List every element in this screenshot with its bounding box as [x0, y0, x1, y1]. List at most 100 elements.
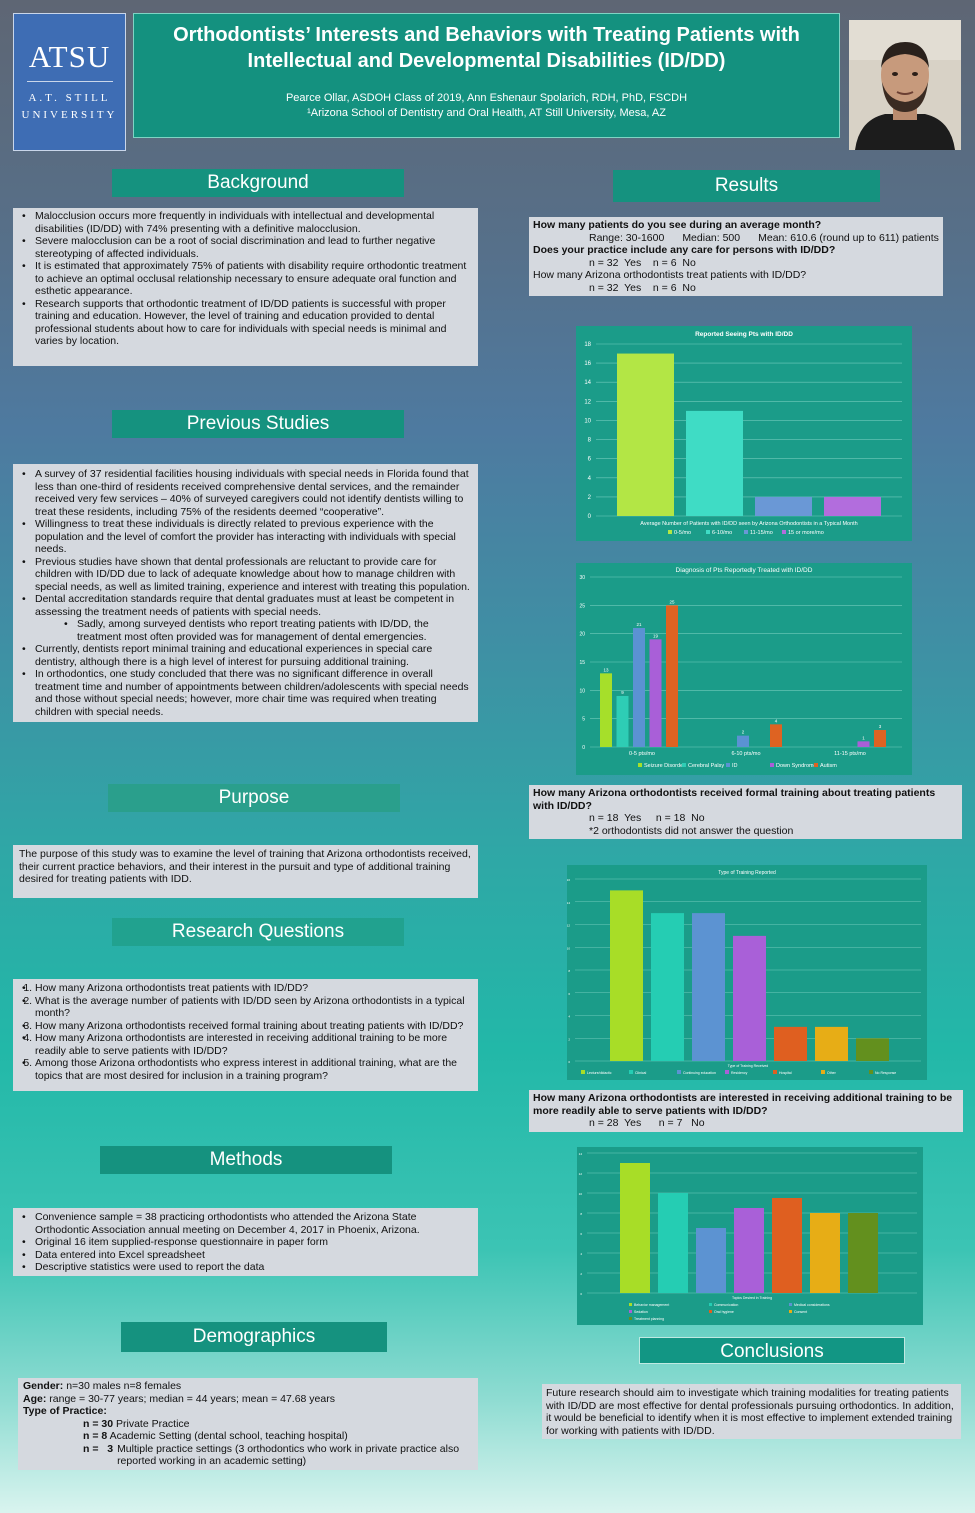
x-axis-label: Average Number of Patients with ID/DD se…	[640, 521, 857, 527]
practice-count: n = 3	[83, 1442, 114, 1455]
practice-type: Private Practice	[115, 1417, 190, 1430]
previous-bullet: Previous studies have shown that dental …	[22, 556, 472, 594]
legend-swatch	[629, 1310, 632, 1313]
y-tick-label: 15	[579, 660, 585, 666]
background-heading: Background	[112, 169, 404, 197]
gender-label: Gender:	[23, 1380, 64, 1392]
research-question: What is the average number of patients w…	[22, 995, 472, 1020]
chart-diagnosis: Diagnosis of Pts Reportedly Treated with…	[576, 563, 912, 775]
y-tick-label: 14	[579, 1152, 583, 1156]
y-tick-label: 5	[582, 717, 585, 723]
legend-label: Medical considerations	[794, 1303, 830, 1307]
chart-reported-seeing: Reported Seeing Pts with ID/DD 0 2 4 6 8 10 12 1…	[576, 326, 912, 541]
data-label: 2	[742, 730, 745, 735]
result-question: How many Arizona orthodontists are inter…	[533, 1092, 953, 1117]
legend-label: Behavior management	[634, 1303, 669, 1307]
legend-label: Seizure Disorder	[644, 763, 685, 769]
legend-label: No Response	[875, 1071, 896, 1075]
age-value: range = 30-77 years; median = 44 years; …	[49, 1392, 335, 1405]
bar	[651, 913, 684, 1061]
bar	[696, 1228, 726, 1293]
y-tick-label: 0	[582, 745, 585, 751]
background-list: Malocclusion occurs more frequently in i…	[19, 210, 472, 348]
chart-3-svg: Type of Training Reported 0 2 4 6 8 10 12 14 16 Ty…	[567, 870, 921, 1075]
practice-type-label: Type of Practice:	[23, 1405, 107, 1417]
result-question: How many patients do you see during an a…	[533, 219, 822, 231]
bar	[770, 724, 782, 747]
bar	[824, 496, 881, 516]
chart-topics-desired: 0 2 4 6 8 10 12 14 Topics Desired in Training Beh…	[577, 1147, 923, 1325]
previous-studies-list: A survey of 37 residential facilities ho…	[19, 468, 472, 718]
legend-label: Other	[827, 1071, 837, 1075]
practice-type: Multiple practice settings (3 orthodonti…	[117, 1442, 460, 1468]
data-label: 19	[653, 633, 659, 638]
previous-sub-bullet: Sadly, among surveyed dentists who repor…	[64, 618, 472, 643]
y-tick-label: 0	[588, 514, 592, 520]
methods-bullet: Descriptive statistics were used to repo…	[22, 1261, 472, 1274]
background-box: Malocclusion occurs more frequently in i…	[13, 208, 478, 366]
bar	[734, 1208, 764, 1293]
bar	[600, 673, 612, 747]
bar	[755, 496, 812, 516]
formal-training-box: How many Arizona orthodontists received …	[529, 785, 962, 839]
y-tick-label: 10	[579, 1192, 583, 1196]
bar	[686, 410, 743, 516]
legend-swatch	[581, 1070, 585, 1074]
legend-swatch	[789, 1303, 792, 1306]
logo-divider	[26, 81, 113, 82]
bar	[620, 1163, 650, 1293]
legend-swatch	[770, 763, 774, 767]
y-tick-label: 6	[568, 992, 570, 996]
bar	[772, 1198, 802, 1293]
y-tick-label: 6	[588, 457, 592, 463]
person-photo-icon	[849, 20, 961, 150]
logo-text: ATSU	[28, 39, 111, 74]
result-range: Range: 30-1600	[589, 231, 665, 244]
legend-label: 15 or more/mo	[788, 530, 824, 536]
results-summary-box: How many patients do you see during an a…	[529, 217, 943, 296]
y-tick-label: 8	[568, 969, 570, 973]
legend-label: ID	[732, 763, 738, 769]
legend-swatch	[821, 1070, 825, 1074]
additional-training-box: How many Arizona orthodontists are inter…	[529, 1090, 963, 1132]
legend-swatch	[668, 530, 672, 534]
legend-label: Sedation	[634, 1310, 648, 1314]
bar	[774, 1026, 807, 1061]
legend-swatch	[706, 530, 710, 534]
legend-label: Autism	[820, 763, 837, 769]
bar	[848, 1213, 878, 1293]
legend-swatch	[629, 1317, 632, 1320]
purpose-heading: Purpose	[108, 784, 400, 812]
bar	[649, 639, 662, 747]
chart-1-svg: Reported Seeing Pts with ID/DD 0 2 4 6 8 10 12 1…	[584, 331, 902, 536]
bar	[610, 890, 643, 1061]
legend-label: 11-15/mo	[750, 530, 773, 536]
previous-bullet: Dental accreditation standards require t…	[22, 593, 472, 618]
y-tick-label: 0	[580, 1292, 582, 1296]
y-tick-label: 10	[584, 418, 591, 424]
legend-swatch	[744, 530, 748, 534]
data-label: 3	[879, 724, 882, 729]
data-label: 1	[862, 735, 865, 740]
methods-list: Convenience sample = 38 practicing ortho…	[19, 1211, 472, 1274]
methods-bullet: Convenience sample = 38 practicing ortho…	[22, 1211, 472, 1236]
methods-heading: Methods	[100, 1146, 392, 1174]
purpose-text: The purpose of this study was to examine…	[19, 848, 471, 885]
result-note: *2 orthodontists did not answer the ques…	[589, 824, 794, 837]
legend-swatch	[709, 1303, 712, 1306]
y-tick-label: 12	[567, 924, 570, 928]
result-answer: n = 28 Yes n = 7 No	[589, 1117, 705, 1129]
bar	[737, 735, 749, 747]
y-tick-label: 14	[567, 901, 570, 905]
demographics-box: Gender: n=30 males n=8 females Age: rang…	[18, 1378, 478, 1470]
y-tick-label: 18	[584, 342, 591, 348]
y-tick-label: 25	[579, 603, 585, 609]
bar	[810, 1213, 840, 1293]
x-tick-label: 11-15 pts/mo	[834, 751, 866, 757]
bar	[856, 1038, 889, 1061]
conclusions-box: Future research should aim to investigat…	[542, 1384, 961, 1439]
legend-swatch	[638, 763, 642, 767]
conclusions-text: Future research should aim to investigat…	[546, 1387, 954, 1437]
previous-studies-box: A survey of 37 residential facilities ho…	[13, 464, 478, 722]
research-question: How many Arizona orthodontists treat pat…	[22, 982, 472, 995]
